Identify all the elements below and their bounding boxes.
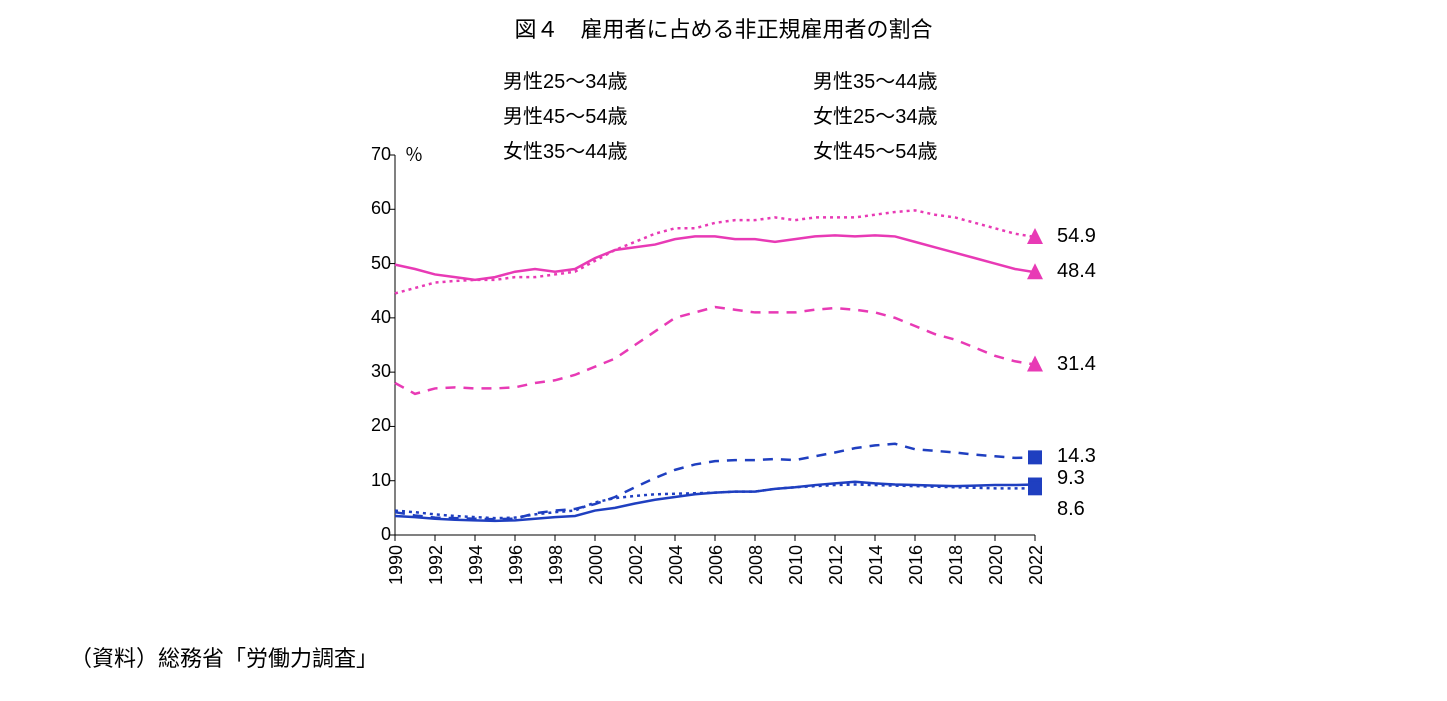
end-label-f35_44: 48.4 [1057,260,1096,283]
marker-m25_34 [1028,450,1042,464]
x-tick-label: 2000 [586,545,607,585]
x-tick-label: 2022 [1026,545,1047,585]
y-tick-label: 60 [355,198,391,219]
legend-label: 男性25～34歳 [503,65,628,94]
x-tick-label: 2006 [706,545,727,585]
legend-label: 男性35～44歳 [813,65,938,94]
chart-title: 図４ 雇用者に占める非正規雇用者の割合 [0,0,1447,44]
x-tick-label: 1994 [466,545,487,585]
legend: 男性25～34歳男性35～44歳男性45～54歳女性25～34歳女性35～44歳… [435,65,1035,164]
y-tick-label: 10 [355,470,391,491]
x-tick-label: 1998 [546,545,567,585]
x-tick-label: 2004 [666,545,687,585]
x-tick-label: 2010 [786,545,807,585]
plot-area [395,155,1035,535]
series-f25_34 [395,307,1035,394]
legend-item-m25_34: 男性25～34歳 [435,65,725,94]
end-label-m35_44: 9.3 [1057,467,1085,490]
x-tick-label: 2018 [946,545,967,585]
x-tick-label: 1996 [506,545,527,585]
end-label-f45_54: 54.9 [1057,225,1096,248]
y-tick-label: 40 [355,307,391,328]
end-label-f25_34: 31.4 [1057,353,1096,376]
legend-item-m35_44: 男性35～44歳 [745,65,1035,94]
x-tick-label: 2016 [906,545,927,585]
legend-item-m45_54: 男性45～54歳 [435,100,725,129]
y-tick-label: 70 [355,144,391,165]
series-m25_34 [395,444,1035,519]
chart-container: 男性25～34歳男性35～44歳男性45～54歳女性25～34歳女性35～44歳… [355,55,1075,615]
legend-label: 女性25～34歳 [813,100,938,129]
x-tick-label: 2012 [826,545,847,585]
x-tick-label: 2002 [626,545,647,585]
end-label-m25_34: 14.3 [1057,445,1096,468]
y-tick-label: 50 [355,253,391,274]
marker-f45_54 [1027,228,1043,244]
series-f45_54 [395,210,1035,293]
series-f35_44 [395,235,1035,280]
legend-label: 男性45～54歳 [503,100,628,129]
x-tick-label: 2008 [746,545,767,585]
y-tick-label: 20 [355,415,391,436]
plot-svg [395,155,1035,535]
y-tick-label: 30 [355,361,391,382]
marker-m45_54 [1028,481,1042,495]
source-text: （資料）総務省「労働力調査」 [70,641,378,673]
x-tick-label: 1990 [386,545,407,585]
y-tick-label: 0 [355,524,391,545]
x-tick-label: 2020 [986,545,1007,585]
end-label-m45_54: 8.6 [1057,498,1085,521]
x-tick-label: 1992 [426,545,447,585]
x-tick-label: 2014 [866,545,887,585]
series-m45_54 [395,485,1035,519]
legend-item-f25_34: 女性25～34歳 [745,100,1035,129]
